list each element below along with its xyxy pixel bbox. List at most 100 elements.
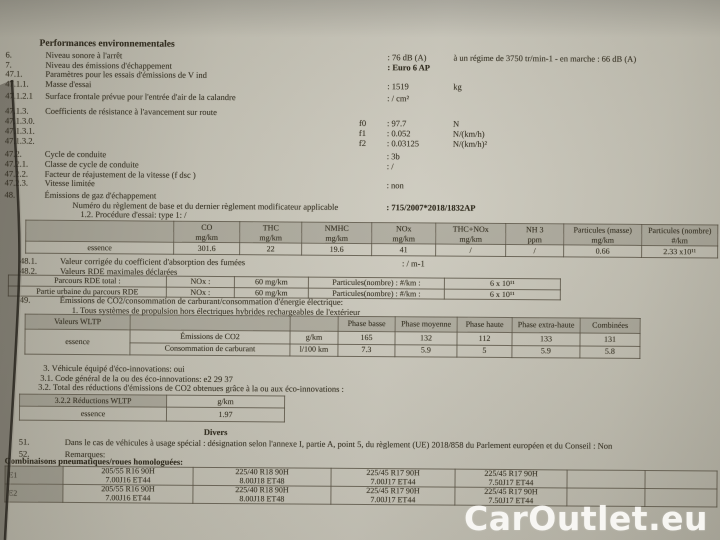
item-number xyxy=(0,200,44,210)
wltp-phase-medium: Phase moyenne xyxy=(395,316,458,333)
wltp-co2-combined: 131 xyxy=(579,333,641,346)
coef-label xyxy=(359,72,387,82)
rim-size: 7.00J17 ET44 xyxy=(370,476,416,486)
col-name: Particules (nombre) xyxy=(648,225,712,235)
coef-label xyxy=(359,94,387,104)
wltp-row-name: Consommation de carburant xyxy=(129,342,290,357)
item-number: 47.1.3.2. xyxy=(4,135,35,146)
item-unit xyxy=(453,94,719,106)
col-unit: #/km xyxy=(671,235,688,245)
item-label: Masse d'essai xyxy=(45,78,92,90)
value-thc: 22 xyxy=(239,242,302,256)
item-value: : / cm² xyxy=(387,92,410,104)
spec-lines: 6. Niveau sonore à l'arrêt : 76 dB (A) à… xyxy=(0,50,719,224)
wltp-phase-combined: Combinées xyxy=(580,318,641,334)
value-co: 301.6 xyxy=(173,242,240,255)
col-unit: mg/km xyxy=(195,232,219,242)
item-number: 47.1.1. xyxy=(5,78,29,89)
item-value: : 715/2007*2018/1832AP xyxy=(386,201,476,213)
item-unit: N/(km/h)² xyxy=(452,138,488,149)
col-unit: ppm xyxy=(527,234,542,244)
tire-combo: 225/40 R18 90H 8.00J18 ET48 xyxy=(192,485,331,505)
wltp-co2-medium: 132 xyxy=(394,331,458,345)
rim-size: 8.00J18 ET48 xyxy=(239,493,285,503)
tire-combo: 205/55 R16 90H 7.00J16 ET44 xyxy=(62,466,194,486)
wltp-corner: Valeurs WLTP xyxy=(25,314,131,330)
coef-label xyxy=(359,172,387,182)
coef-label xyxy=(359,181,387,191)
header-cell-particles-mass: Particules (masse) mg/km xyxy=(563,223,642,246)
rde-particles-value: 6 x 10¹¹ xyxy=(444,278,561,290)
tire-combo: 225/40 R18 90H 8.00J18 ET48 xyxy=(192,467,332,487)
coef-label xyxy=(359,152,387,162)
wltp-co2-low: 165 xyxy=(337,331,396,345)
value-thc-nox: / xyxy=(435,244,506,257)
header-cell-particles-number: Particules (nombre) #/km xyxy=(641,224,718,246)
item-unit: kg xyxy=(453,81,462,92)
header-cell-nox: NOx mg/km xyxy=(371,222,436,245)
col-unit: mg/km xyxy=(325,233,349,243)
wltp-fuel-label: essence xyxy=(24,329,131,355)
value-particles-number: 2.33 x10¹¹ xyxy=(641,245,718,258)
wltp-desc-header xyxy=(130,314,291,332)
eco-table-title: 3.2.2 Réductions WLTP xyxy=(19,394,167,408)
header-cell-thc: THC mg/km xyxy=(239,221,302,244)
eco-reductions-table: 3.2.2 Réductions WLTP g/km essence 1.97 xyxy=(19,394,285,423)
tire-combo: 205/55 R16 90H 7.00J16 ET44 xyxy=(62,484,193,504)
fuel-label: essence xyxy=(25,241,174,255)
value-nox: 41 xyxy=(371,243,436,257)
eco-fuel-label: essence xyxy=(19,406,167,422)
eco-table-data-row: essence 1.97 xyxy=(19,406,285,422)
rim-size: 7.50J17 ET44 xyxy=(488,477,534,487)
wltp-co2-high: 112 xyxy=(456,332,513,346)
value-particles-mass: 0.66 xyxy=(563,244,642,258)
wltp-co2-extra-high: 133 xyxy=(511,332,581,346)
wltp-row-unit: l/100 km xyxy=(289,343,338,357)
wltp-fuel-high: 5 xyxy=(456,344,512,358)
item-value: : 1519 xyxy=(387,81,409,92)
coef-label xyxy=(358,203,386,213)
col-unit: mg/km xyxy=(591,235,615,245)
tire-row-label: E2 xyxy=(4,484,63,503)
divers-heading: Divers xyxy=(203,426,228,438)
header-cell-co: CO mg/km xyxy=(173,221,240,243)
col-name: NMHC xyxy=(324,223,349,233)
col-unit: mg/km xyxy=(259,232,283,242)
tire-empty-cell xyxy=(644,470,718,489)
wltp-row-name: Émissions de CO2 xyxy=(129,329,291,344)
coef-label xyxy=(359,82,387,92)
rde-limit: 60 mg/km xyxy=(234,276,309,288)
item-number: 48. xyxy=(4,189,16,200)
header-cell-nmhc: NMHC mg/km xyxy=(301,222,372,244)
item-number xyxy=(0,210,44,220)
wltp-row-unit: g/km xyxy=(289,331,339,344)
eco-lines: 3. Véhicule équipé d'éco-innovations: ou… xyxy=(38,363,344,395)
col-name: Particules (masse) xyxy=(573,224,633,235)
item-number: 51. xyxy=(18,436,30,447)
col-name: NH 3 xyxy=(525,224,544,234)
value-nh3: / xyxy=(505,244,564,257)
item-number: 47.2.3. xyxy=(4,177,29,188)
wltp-phase-extra-high: Phase extra-haute xyxy=(512,317,581,334)
wltp-unit-header xyxy=(290,316,339,332)
item-value: : Euro 6 AP xyxy=(387,61,431,73)
section-title: Performances environnementales xyxy=(39,38,175,50)
header-cell-thc-nox: THC+NOx mg/km xyxy=(435,223,506,245)
tire-combo: 225/45 R17 90H 7.00J17 ET44 xyxy=(330,468,456,488)
coef-label xyxy=(358,193,386,203)
item-value: : 0.03125 xyxy=(386,137,420,148)
header-cell-nh3: NH 3 ppm xyxy=(505,223,564,245)
coef-label: f2 xyxy=(358,137,367,148)
col-name: NOx xyxy=(395,223,412,233)
rim-size: 7.00J16 ET44 xyxy=(105,492,151,503)
coef-label xyxy=(359,63,387,73)
rim-size: 7.00J17 ET44 xyxy=(370,494,416,504)
col-unit: mg/km xyxy=(392,233,416,243)
value-nmhc: 19.6 xyxy=(301,243,372,256)
emissions-table: CO mg/km THC mg/km NMHC mg/km NOx mg/km … xyxy=(25,220,718,259)
item-value xyxy=(386,212,452,222)
item-value: : / xyxy=(386,161,394,172)
rde-pollutant: NOx : xyxy=(166,276,235,288)
eco-table-unit: g/km xyxy=(166,395,285,408)
wltp-fuel-combined: 5.8 xyxy=(579,345,640,359)
